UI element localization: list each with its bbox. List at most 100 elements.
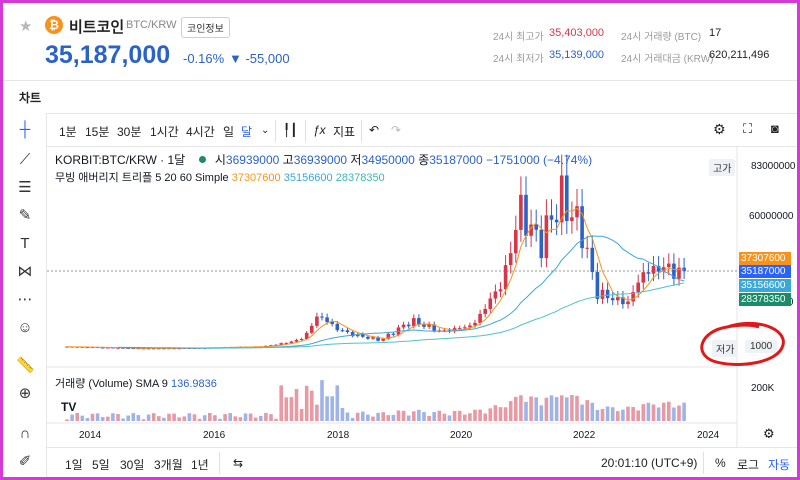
interval-4h[interactable]: 4시간 xyxy=(186,125,215,139)
fib-icon[interactable]: ☰ xyxy=(18,179,32,196)
candle-body xyxy=(590,247,595,273)
auto-toggle[interactable]: 자동 xyxy=(768,458,791,472)
chevron-down-icon[interactable]: ⌄ xyxy=(261,125,270,136)
chart-canvas[interactable] xyxy=(47,147,797,447)
volume-bar xyxy=(228,413,232,421)
candle-body xyxy=(514,229,518,254)
candle-body xyxy=(498,289,503,292)
interval-1m[interactable]: 1분 xyxy=(59,125,77,139)
low-marker-value: 1000 xyxy=(745,340,778,353)
volume-bar xyxy=(116,414,120,421)
candle-type-icon[interactable]: ╿┃ xyxy=(283,123,298,137)
volume-bar xyxy=(376,412,380,421)
low-marker-label: 저가 xyxy=(712,340,739,357)
log-toggle[interactable]: 로그 xyxy=(737,458,760,472)
volume-bar xyxy=(284,397,289,421)
candle-body xyxy=(595,272,600,299)
gear-icon[interactable]: ⚙ xyxy=(763,426,775,441)
volume-bar xyxy=(539,405,544,421)
volume-bar xyxy=(656,407,661,421)
volume-bar xyxy=(126,415,130,421)
volume-bar xyxy=(432,412,436,421)
candle-body xyxy=(126,347,130,349)
star-icon[interactable]: ★ xyxy=(19,18,33,35)
candle-body xyxy=(519,194,523,230)
interval-15m[interactable]: 15분 xyxy=(85,125,110,139)
volume-bar xyxy=(136,415,141,421)
pattern-icon[interactable]: ⋈ xyxy=(17,263,33,280)
zoom-icon[interactable]: ⊕ xyxy=(18,385,32,402)
tradingview-logo[interactable]: TV xyxy=(61,400,77,414)
ruler-icon[interactable]: 📏 xyxy=(16,357,35,374)
lock-draw-icon[interactable]: ✐ xyxy=(18,453,32,470)
calendar-icon[interactable]: ⇆ xyxy=(233,456,244,470)
candle-body xyxy=(473,322,477,326)
volume-bar xyxy=(264,412,268,421)
magnet-icon[interactable]: ∩ xyxy=(19,425,31,442)
camera-icon[interactable]: ◙ xyxy=(771,121,779,136)
interval-30m[interactable]: 30분 xyxy=(117,125,142,139)
candle-body xyxy=(274,344,278,346)
indicator-button[interactable]: 지표 xyxy=(333,125,356,139)
range-5d[interactable]: 5일 xyxy=(92,458,110,472)
volume-bar xyxy=(677,405,681,421)
volume-bar xyxy=(279,385,283,421)
price-chart[interactable]: KORBIT:BTC/KRW · 1달 시36939000 고36939000 … xyxy=(47,147,797,447)
section-title: 차트 xyxy=(19,91,42,105)
volume-bar xyxy=(554,397,559,421)
volume-bar xyxy=(243,413,248,421)
volume-bar xyxy=(361,411,365,421)
ohlc-legend: KORBIT:BTC/KRW · 1달 시36939000 고36939000 … xyxy=(55,153,593,167)
volume-bar xyxy=(585,400,589,421)
ma-legend: 무빙 애버리지 트리플 5 20 60 Simple 37307600 3515… xyxy=(55,169,385,185)
candle-body xyxy=(457,328,462,330)
candle-body xyxy=(585,247,589,249)
coin-name: 비트코인 xyxy=(69,19,125,36)
low-value: 34950000 xyxy=(361,153,415,167)
trendline-icon[interactable]: ⟋ xyxy=(19,151,31,168)
range-1y[interactable]: 1년 xyxy=(191,458,209,472)
volume-bar xyxy=(483,413,487,421)
candle-body xyxy=(661,267,666,272)
emoji-icon[interactable]: ☺ xyxy=(17,319,33,336)
volume-bar xyxy=(641,404,646,421)
candle-body xyxy=(559,175,564,223)
redo-icon[interactable]: ↷ xyxy=(391,123,402,137)
crosshair-icon[interactable]: ┼ xyxy=(19,121,31,138)
volume-bar xyxy=(452,410,457,421)
candle-body xyxy=(406,324,411,327)
volume-bar xyxy=(549,395,554,421)
fullscreen-icon[interactable]: ⛶ xyxy=(743,121,753,136)
volume-bar xyxy=(213,415,217,421)
candle-body xyxy=(549,215,554,220)
candle-body xyxy=(580,206,584,249)
brush-icon[interactable]: ✎ xyxy=(18,207,32,224)
volume-bar xyxy=(325,396,329,421)
drawing-toolbar: ┼ ⟋ ☰ ✎ T ⋈ ⋯ ☺ 📏 ⊕ ∩ ✐ xyxy=(3,113,47,477)
interval-day[interactable]: 일 xyxy=(223,125,235,139)
range-1d[interactable]: 1일 xyxy=(65,458,83,472)
volume-bar xyxy=(75,412,79,421)
candle-body xyxy=(65,346,69,348)
candle-body xyxy=(677,267,681,279)
settings-icon[interactable]: ⚙ xyxy=(713,121,726,137)
candle-body xyxy=(391,333,396,335)
coin-info-button[interactable]: 코인정보 xyxy=(181,17,230,38)
text-icon[interactable]: T xyxy=(20,235,30,252)
interval-1h[interactable]: 1시간 xyxy=(150,125,179,139)
candle-body xyxy=(146,348,151,350)
forecast-icon[interactable]: ⋯ xyxy=(17,291,33,308)
ma5-value: 37307600 xyxy=(231,172,281,184)
range-30d[interactable]: 30일 xyxy=(120,458,145,472)
volume-bar xyxy=(565,397,569,421)
undo-icon[interactable]: ↶ xyxy=(369,123,380,137)
bitcoin-icon: ₿ xyxy=(45,16,63,34)
candle-body xyxy=(565,175,569,222)
interval-month[interactable]: 달 xyxy=(241,125,253,139)
percent-toggle[interactable]: % xyxy=(715,456,726,470)
candle-body xyxy=(330,322,334,324)
range-3m[interactable]: 3개월 xyxy=(154,458,183,472)
volume-bar xyxy=(412,411,416,421)
candle-body xyxy=(478,313,482,323)
fx-icon[interactable]: ƒx xyxy=(313,123,326,137)
